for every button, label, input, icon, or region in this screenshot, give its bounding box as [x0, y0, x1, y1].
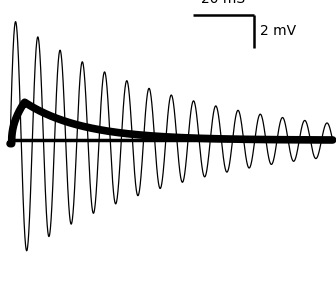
Text: 20 mS: 20 mS — [201, 0, 246, 6]
Text: 2 mV: 2 mV — [260, 25, 297, 38]
